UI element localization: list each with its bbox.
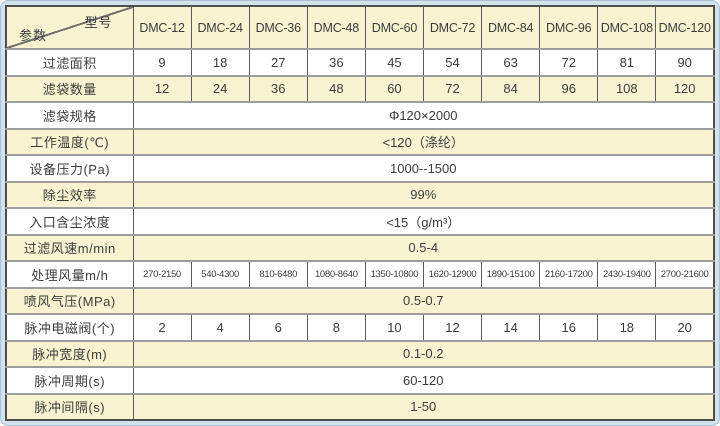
- cell-value: 96: [539, 74, 598, 102]
- table-row: 滤袋数量 12 24 36 48 60 72 84 96 108 120: [6, 74, 714, 102]
- row-label: 脉冲宽度(m): [6, 339, 133, 367]
- column-header-dmc-120: DMC-120: [655, 6, 714, 49]
- table-row: 喷风气压(MPa) 0.5-0.7: [6, 286, 714, 314]
- column-header-dmc-72: DMC-72: [422, 6, 482, 49]
- cell-value: 2: [132, 313, 192, 341]
- column-header-dmc-60: DMC-60: [364, 6, 424, 49]
- row-label: 喷风气压(MPa): [6, 286, 133, 314]
- cell-value: 12: [132, 74, 192, 102]
- cell-value: 84: [481, 74, 540, 102]
- column-header-dmc-48: DMC-48: [306, 6, 366, 49]
- row-label: 脉冲周期(s): [6, 366, 133, 394]
- row-label: 设备压力(Pa): [6, 154, 133, 182]
- cell-value: 36: [306, 48, 366, 76]
- row-value-span: 0.5-4: [132, 233, 714, 261]
- table-row: 过滤风速m/min 0.5-4: [6, 233, 714, 261]
- header-row: 型号 参数 DMC-12 DMC-24 DMC-36 DMC-48 DMC-60 DMC-…: [6, 6, 714, 49]
- column-header-dmc-12: DMC-12: [132, 6, 192, 49]
- row-value-span: <15（g/m³）: [132, 207, 714, 235]
- cell-value: 120: [655, 74, 714, 102]
- table-row: 脉冲间隔(s) 1-50: [6, 392, 714, 420]
- cell-value: 540-4300: [190, 260, 250, 288]
- cell-value: 6: [248, 313, 308, 341]
- row-label: 除尘效率: [6, 180, 133, 208]
- table-row: 脉冲周期(s) 60-120: [6, 366, 714, 394]
- table-row: 入口含尘浓度 <15（g/m³）: [6, 207, 714, 235]
- cell-value: 18: [190, 48, 250, 76]
- corner-label-model: 型号: [84, 15, 113, 30]
- row-value-span: 1000--1500: [132, 154, 714, 182]
- cell-value: 8: [306, 313, 366, 341]
- row-value-span: 1-50: [132, 392, 714, 420]
- table-row: 过滤面积 9 18 27 36 45 54 63 72 81 90: [6, 48, 714, 76]
- cell-value: 72: [539, 48, 598, 76]
- row-value-span: 60-120: [132, 366, 714, 394]
- row-value-span: Φ120×2000: [132, 101, 714, 129]
- row-value-span: 0.5-0.7: [132, 286, 714, 314]
- table-row: 脉冲电磁阀(个) 2 4 6 8 10 12 14 16 18 20: [6, 313, 714, 341]
- row-label: 处理风量m/h: [6, 260, 133, 288]
- column-header-dmc-36: DMC-36: [248, 6, 308, 49]
- cell-value: 108: [597, 74, 656, 102]
- cell-value: 10: [364, 313, 424, 341]
- cell-value: 16: [539, 313, 598, 341]
- cell-value: 810-6480: [248, 260, 308, 288]
- column-header-dmc-96: DMC-96: [539, 6, 598, 49]
- cell-value: 63: [481, 48, 540, 76]
- cell-value: 1890-15100: [481, 260, 540, 288]
- cell-value: 4: [190, 313, 250, 341]
- row-label: 滤袋规格: [6, 101, 133, 129]
- row-value-span: <120（涤纶）: [132, 127, 714, 155]
- cell-value: 2160-17200: [539, 260, 598, 288]
- row-value-span: 99%: [132, 180, 714, 208]
- cell-value: 20: [655, 313, 714, 341]
- row-value-span: 0.1-0.2: [132, 339, 714, 367]
- row-label: 脉冲间隔(s): [6, 392, 133, 420]
- row-label: 脉冲电磁阀(个): [6, 313, 133, 341]
- cell-value: 1080-8640: [306, 260, 366, 288]
- table-row: 除尘效率 99%: [6, 180, 714, 208]
- table-row: 处理风量m/h 270-2150 540-4300 810-6480 1080-8640…: [6, 260, 714, 288]
- table-body: 过滤面积 9 18 27 36 45 54 63 72 81 90 滤袋数量 12 24 36 48 60 72 8…: [6, 48, 714, 420]
- table-row: 设备压力(Pa) 1000--1500: [6, 154, 714, 182]
- cell-value: 54: [422, 48, 482, 76]
- cell-value: 14: [481, 313, 540, 341]
- corner-label-parameter: 参数: [19, 28, 48, 43]
- cell-value: 60: [364, 74, 424, 102]
- table-row: 工作温度(℃) <120（涤纶）: [6, 127, 714, 155]
- column-header-dmc-84: DMC-84: [481, 6, 540, 49]
- column-header-dmc-108: DMC-108: [597, 6, 656, 49]
- row-label: 过滤风速m/min: [6, 233, 133, 261]
- cell-value: 270-2150: [132, 260, 192, 288]
- cell-value: 48: [306, 74, 366, 102]
- cell-value: 36: [248, 74, 308, 102]
- table-row: 滤袋规格 Φ120×2000: [6, 101, 714, 129]
- row-label: 入口含尘浓度: [6, 207, 133, 235]
- dmc-spec-table: 型号 参数 DMC-12 DMC-24 DMC-36 DMC-48 DMC-60 DMC-…: [5, 5, 715, 421]
- column-header-dmc-24: DMC-24: [190, 6, 250, 49]
- corner-cell: 型号 参数: [6, 6, 133, 49]
- table-row: 脉冲宽度(m) 0.1-0.2: [6, 339, 714, 367]
- cell-value: 1620-12900: [422, 260, 482, 288]
- cell-value: 24: [190, 74, 250, 102]
- cell-value: 18: [597, 313, 656, 341]
- cell-value: 81: [597, 48, 656, 76]
- cell-value: 27: [248, 48, 308, 76]
- cell-value: 90: [655, 48, 714, 76]
- cell-value: 2700-21600: [655, 260, 714, 288]
- cell-value: 72: [422, 74, 482, 102]
- row-label: 过滤面积: [6, 48, 133, 76]
- cell-value: 12: [422, 313, 482, 341]
- cell-value: 45: [364, 48, 424, 76]
- row-label: 滤袋数量: [6, 74, 133, 102]
- row-label: 工作温度(℃): [6, 127, 133, 155]
- cell-value: 9: [132, 48, 192, 76]
- cell-value: 1350-10800: [364, 260, 424, 288]
- cell-value: 2430-19400: [597, 260, 656, 288]
